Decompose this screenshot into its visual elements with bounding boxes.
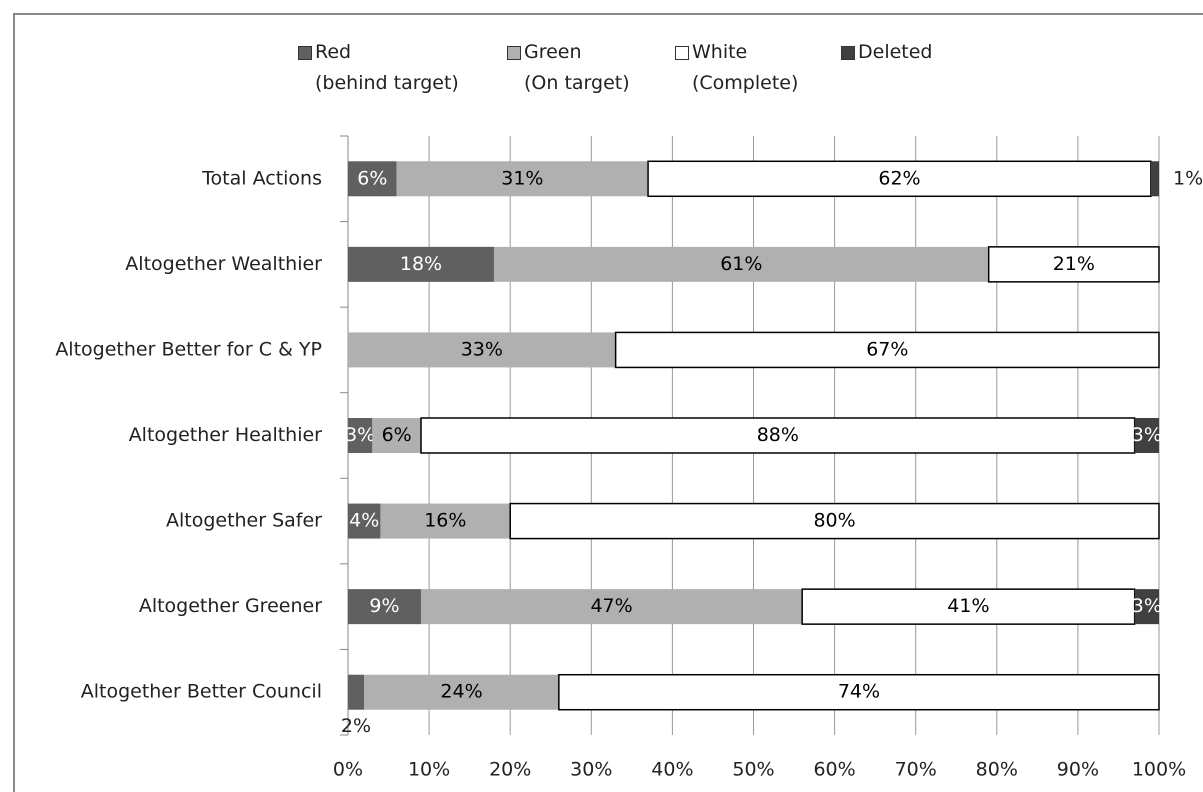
value-label: 2% bbox=[341, 715, 371, 737]
value-label: 3% bbox=[1132, 595, 1162, 617]
bar-segment bbox=[614, 331, 1160, 369]
x-tick-label: 50% bbox=[732, 759, 774, 781]
bar-segment bbox=[372, 418, 421, 453]
x-tick-label: 0% bbox=[333, 759, 363, 781]
legend-label: Deleted bbox=[858, 41, 933, 63]
y-tick-label: Altogether Wealthier bbox=[125, 253, 322, 275]
value-label: 33% bbox=[461, 338, 503, 360]
frame bbox=[13, 13, 1203, 792]
value-label: 80% bbox=[813, 510, 855, 532]
value-label: 18% bbox=[400, 253, 442, 275]
x-tick-label: 40% bbox=[651, 759, 693, 781]
x-tick-label: 60% bbox=[813, 759, 855, 781]
legend-label: Red (behind target) bbox=[315, 41, 459, 94]
bar-segment bbox=[1150, 161, 1159, 197]
value-label: 16% bbox=[424, 510, 466, 532]
y-tick-label: Altogether Healthier bbox=[129, 424, 322, 446]
bar-segment bbox=[493, 246, 989, 282]
legend-item: Red (behind target) bbox=[298, 37, 459, 99]
value-label: 88% bbox=[757, 424, 799, 446]
y-tick-label: Altogether Better Council bbox=[81, 681, 322, 703]
value-label: 6% bbox=[382, 424, 412, 446]
bar-segment bbox=[558, 673, 1160, 711]
y-tick-label: Total Actions bbox=[201, 167, 322, 189]
value-label: 21% bbox=[1053, 253, 1095, 275]
value-label: 74% bbox=[838, 681, 880, 703]
value-label: 3% bbox=[345, 424, 375, 446]
bar-segment bbox=[364, 674, 559, 710]
value-label: 47% bbox=[590, 595, 632, 617]
bar-segment bbox=[348, 589, 421, 625]
legend-item: Green (On target) bbox=[507, 37, 630, 99]
legend-swatch bbox=[841, 46, 855, 60]
legend-label: Green (On target) bbox=[524, 41, 630, 94]
bar-segment bbox=[396, 161, 649, 197]
legend-label: White (Complete) bbox=[692, 41, 799, 94]
x-tick-label: 30% bbox=[570, 759, 612, 781]
bar-segment bbox=[380, 503, 511, 539]
y-tick-label: Altogether Safer bbox=[166, 510, 322, 532]
value-label: 24% bbox=[440, 681, 482, 703]
bar-segment bbox=[348, 161, 397, 197]
bar-segment bbox=[1134, 418, 1159, 453]
value-label: 67% bbox=[866, 338, 908, 360]
y-tick-label: Altogether Greener bbox=[139, 595, 322, 617]
bar-segment bbox=[987, 246, 1160, 283]
value-label: 4% bbox=[349, 510, 379, 532]
bar-segment bbox=[348, 503, 381, 539]
x-tick-label: 100% bbox=[1132, 759, 1186, 781]
value-label: 31% bbox=[501, 167, 543, 189]
legend-swatch bbox=[675, 46, 689, 60]
x-tick-label: 20% bbox=[489, 759, 531, 781]
x-tick-label: 10% bbox=[408, 759, 450, 781]
value-label: 9% bbox=[369, 595, 399, 617]
legend-item: White (Complete) bbox=[675, 37, 799, 99]
bar-segment bbox=[420, 417, 1136, 454]
bar-segment bbox=[801, 588, 1136, 625]
value-label: 62% bbox=[878, 167, 920, 189]
value-label: 61% bbox=[720, 253, 762, 275]
y-tick-label: Altogether Better for C & YP bbox=[55, 338, 322, 360]
bar-segment bbox=[509, 502, 1160, 540]
legend-swatch bbox=[507, 46, 521, 60]
x-tick-label: 90% bbox=[1057, 759, 1099, 781]
bar-segment bbox=[348, 246, 494, 282]
value-label: 1% bbox=[1173, 167, 1203, 189]
bar-segment bbox=[348, 332, 616, 368]
bar-segment bbox=[348, 418, 373, 453]
bar-segment bbox=[348, 674, 365, 710]
value-label: 6% bbox=[357, 167, 387, 189]
legend-item: Deleted bbox=[841, 37, 933, 68]
x-tick-label: 70% bbox=[895, 759, 937, 781]
bar-segment bbox=[1134, 589, 1159, 625]
value-label: 41% bbox=[947, 595, 989, 617]
bar-segment bbox=[420, 589, 803, 625]
legend-swatch bbox=[298, 46, 312, 60]
x-tick-label: 80% bbox=[976, 759, 1018, 781]
value-label: 3% bbox=[1132, 424, 1162, 446]
